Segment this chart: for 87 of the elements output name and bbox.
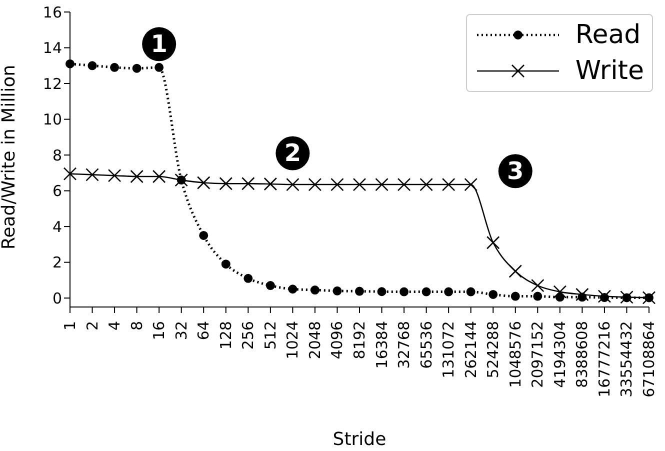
y-tick-label: 10 xyxy=(42,110,62,129)
annotation: 2 xyxy=(284,139,302,168)
point xyxy=(108,168,122,182)
point xyxy=(355,286,364,296)
point xyxy=(88,61,97,70)
x-tick-label: 16777216 xyxy=(595,321,614,398)
point xyxy=(576,288,589,302)
point xyxy=(488,290,498,299)
legend-label: Read xyxy=(575,20,641,50)
point xyxy=(244,274,253,283)
point xyxy=(510,292,520,301)
point xyxy=(444,287,454,296)
x-tick-label: 2 xyxy=(83,321,102,331)
y-tick-label: 8 xyxy=(52,146,62,164)
x-tick-label: 8388608 xyxy=(573,321,592,388)
point xyxy=(66,59,74,68)
x-tick-label: 131072 xyxy=(440,321,458,378)
point xyxy=(264,177,278,191)
y-tick-label: 4 xyxy=(52,218,62,236)
x-tick-label: 16384 xyxy=(372,321,391,369)
x-tick-label: 4 xyxy=(106,321,124,331)
point xyxy=(531,278,544,292)
x-tick-label: 524288 xyxy=(484,321,502,378)
point xyxy=(308,178,322,192)
point xyxy=(221,260,230,269)
point xyxy=(397,178,411,192)
x-tick-label: 1048576 xyxy=(506,321,524,388)
point xyxy=(132,64,142,73)
x-tick-label: 262144 xyxy=(462,321,480,378)
point xyxy=(310,286,320,295)
y-tick-label: 16 xyxy=(42,3,62,22)
point xyxy=(130,170,144,184)
x-tick-label: 4194304 xyxy=(550,321,569,388)
x-tick-label: 1 xyxy=(61,321,79,331)
point xyxy=(152,170,166,184)
x-tick-label: 33554432 xyxy=(618,321,636,398)
x-tick-label: 512 xyxy=(261,321,280,350)
point xyxy=(375,178,388,192)
point xyxy=(154,62,164,72)
x-tick-label: 8 xyxy=(128,321,146,331)
point xyxy=(553,285,567,298)
x-axis-title: Stride xyxy=(332,429,386,450)
point xyxy=(400,287,409,296)
annotation: 1 xyxy=(150,30,168,58)
point xyxy=(377,287,386,296)
y-tick-label: 14 xyxy=(42,39,62,58)
x-tick-label: 2097152 xyxy=(528,321,547,388)
point xyxy=(196,176,210,190)
x-tick-label: 256 xyxy=(239,321,258,350)
point xyxy=(508,264,522,278)
point xyxy=(242,176,255,190)
point xyxy=(332,286,342,296)
point xyxy=(266,281,275,290)
point xyxy=(422,287,431,296)
point xyxy=(219,176,233,190)
point xyxy=(464,178,478,192)
point xyxy=(533,292,542,301)
x-tick-label: 67108864 xyxy=(640,321,658,398)
x-tick-label: 64 xyxy=(194,321,213,340)
y-tick-label: 6 xyxy=(52,182,62,200)
point xyxy=(420,178,433,192)
x-tick-label: 32 xyxy=(172,321,190,340)
point xyxy=(442,178,456,192)
y-axis-title: Read/Write in Million xyxy=(0,64,20,250)
x-tick-label: 16 xyxy=(150,321,168,340)
point xyxy=(286,178,300,192)
x-tick-label: 128 xyxy=(216,321,235,350)
y-tick-label: 12 xyxy=(42,74,62,93)
x-tick-label: 65536 xyxy=(417,321,436,369)
x-tick-label: 8192 xyxy=(350,321,368,360)
point xyxy=(288,284,298,294)
y-tick-label: 0 xyxy=(52,289,62,308)
point xyxy=(63,167,77,180)
x-tick-label: 4096 xyxy=(328,321,346,360)
legend-label: Write xyxy=(575,56,644,86)
point xyxy=(486,236,500,250)
x-tick-label: 1024 xyxy=(284,321,302,360)
point xyxy=(352,178,366,192)
point xyxy=(330,178,344,192)
point xyxy=(86,168,99,182)
x-tick-label: 2048 xyxy=(306,321,324,360)
point xyxy=(199,230,208,240)
point xyxy=(110,62,120,72)
x-tick-label: 32768 xyxy=(395,321,414,369)
y-tick-label: 2 xyxy=(52,254,62,272)
point xyxy=(466,287,476,296)
annotation: 3 xyxy=(507,157,524,186)
